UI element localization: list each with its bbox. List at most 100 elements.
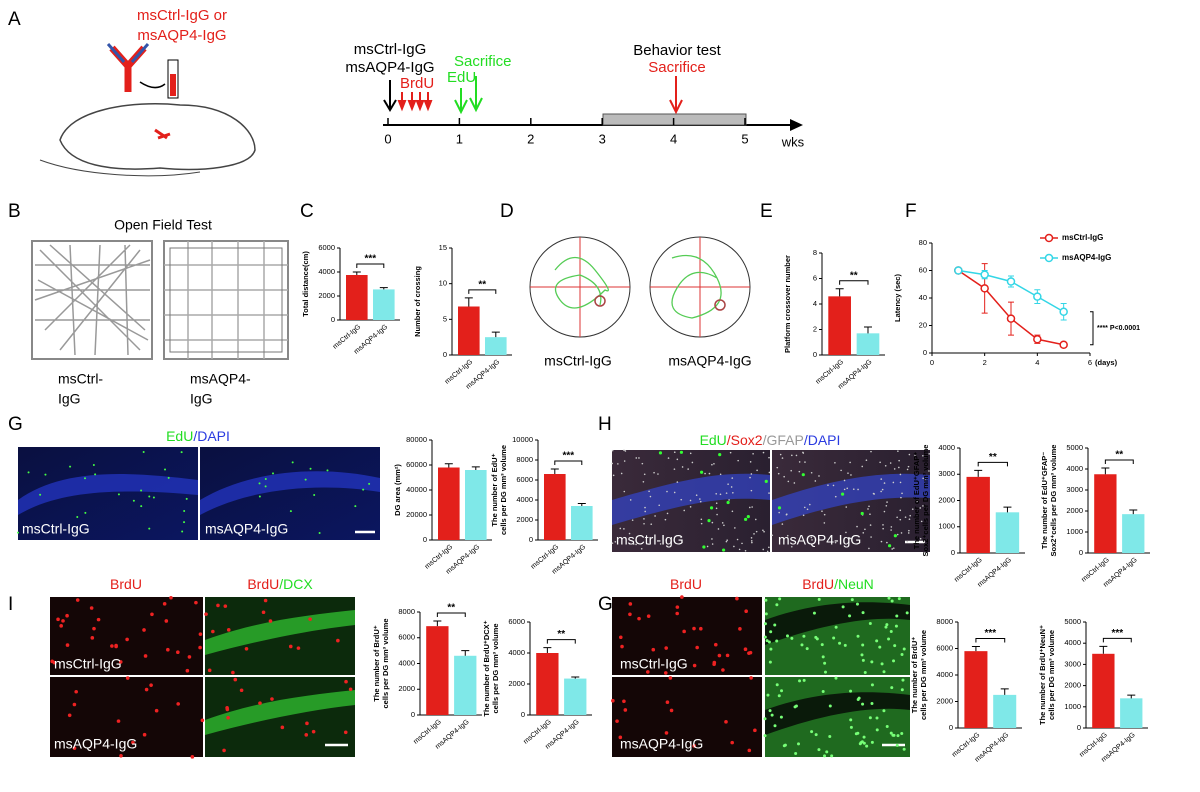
cell-dot: [646, 670, 650, 674]
cell-dot: [908, 529, 910, 532]
cell-dot: [666, 512, 669, 515]
cell-dot: [823, 754, 827, 758]
cell-dot: [258, 701, 262, 705]
cell-dot: [264, 478, 267, 481]
legend-label: msAQP4-IgG: [1062, 253, 1111, 262]
timeline-tick-label: 2: [527, 131, 534, 146]
cell-dot: [721, 668, 725, 672]
cell-dot: [116, 719, 121, 723]
cell-dot: [707, 518, 711, 523]
cell-dot: [719, 473, 722, 476]
cell-dot: [623, 449, 625, 451]
cell-dot: [142, 628, 146, 632]
cell-dot: [886, 501, 888, 503]
y-tick-label: 6000: [936, 643, 953, 652]
cell-dot: [65, 643, 70, 647]
cell-dot: [207, 668, 212, 673]
cell-dot: [223, 604, 228, 608]
y-tick-label: 6000: [516, 475, 533, 484]
cell-dot: [744, 609, 748, 614]
cell-dot: [875, 728, 879, 732]
x-axis-label: (days): [1095, 358, 1118, 367]
marker: [980, 270, 989, 279]
cell-dot: [673, 468, 676, 470]
cell-dot: [719, 493, 722, 496]
stain-part: BrdU: [802, 576, 834, 592]
cell-dot: [725, 653, 730, 658]
cell-dot: [734, 527, 736, 529]
cell-dot: [689, 506, 692, 508]
cell-dot: [131, 740, 135, 745]
cell-dot: [754, 518, 757, 521]
cell-dot: [311, 729, 316, 734]
cell-dot: [879, 461, 881, 464]
cell-dot: [765, 639, 769, 643]
cell-dot: [790, 545, 793, 548]
cell-dot: [856, 634, 860, 638]
cell-dot: [164, 619, 169, 623]
y-tick-label: 0: [923, 348, 927, 357]
cell-dot: [810, 471, 813, 474]
micrographs: [17, 447, 930, 759]
cell-dot: [882, 527, 884, 530]
cell-dot: [764, 612, 768, 616]
open-field-maze: [31, 240, 289, 360]
cell-dot: [89, 606, 94, 610]
group-label: msCtrl-: [58, 371, 103, 387]
marker: [1006, 277, 1016, 286]
error-bar: [1003, 506, 1012, 513]
marker: [1006, 314, 1016, 323]
cell-dot: [868, 505, 870, 508]
cell-dot: [821, 510, 823, 513]
cell-dot: [611, 462, 614, 465]
cell-dot: [746, 514, 750, 519]
cell-dot: [777, 694, 781, 698]
cell-dot: [869, 513, 871, 516]
image-group-label: msAQP4-IgG: [54, 736, 137, 752]
cell-dot: [870, 450, 872, 453]
cell-dot: [727, 483, 729, 485]
y-axis-label: Number of crossing: [413, 266, 422, 337]
cell-dot: [343, 730, 348, 735]
cell-dot: [17, 531, 20, 534]
cell-dot: [164, 468, 167, 471]
cell-dot: [769, 630, 773, 634]
bar: [465, 470, 487, 540]
cell-dot: [735, 596, 739, 601]
cell-dot: [611, 542, 614, 544]
cell-dot: [890, 526, 893, 528]
cell-dot: [125, 637, 129, 642]
y-tick-label: 0: [423, 535, 427, 544]
cell-dot: [872, 492, 875, 495]
y-tick-label: 0: [331, 315, 335, 324]
cell-dot: [308, 617, 312, 621]
cell-dot: [675, 611, 679, 616]
cell-dot: [834, 541, 837, 544]
cell-dot: [619, 527, 622, 530]
image-group-label: msCtrl-IgG: [22, 521, 90, 537]
cell-dot: [724, 720, 728, 724]
stain-label: BrdU: [110, 576, 142, 592]
cell-dot: [680, 595, 684, 599]
bar: [373, 289, 395, 320]
cell-dot: [725, 540, 728, 543]
panel-letter: A: [8, 9, 21, 30]
cell-dot: [823, 670, 827, 674]
cell-dot: [258, 495, 261, 498]
cell-dot: [222, 748, 226, 753]
significance-bracket: [975, 638, 1006, 643]
cell-dot: [896, 734, 900, 738]
error-bar: [471, 466, 480, 470]
panel-title: Open Field Test: [114, 217, 212, 233]
cell-dot: [889, 630, 893, 634]
cell-dot: [280, 725, 285, 730]
cell-dot: [881, 488, 884, 491]
y-tick-label: 0: [521, 710, 525, 719]
cell-dot: [181, 530, 184, 533]
cell-dot: [94, 473, 97, 476]
cell-dot: [787, 480, 790, 483]
cell-dot: [751, 541, 753, 544]
cell-dot: [67, 713, 72, 718]
cell-dot: [226, 628, 231, 632]
cell-dot: [911, 508, 914, 510]
